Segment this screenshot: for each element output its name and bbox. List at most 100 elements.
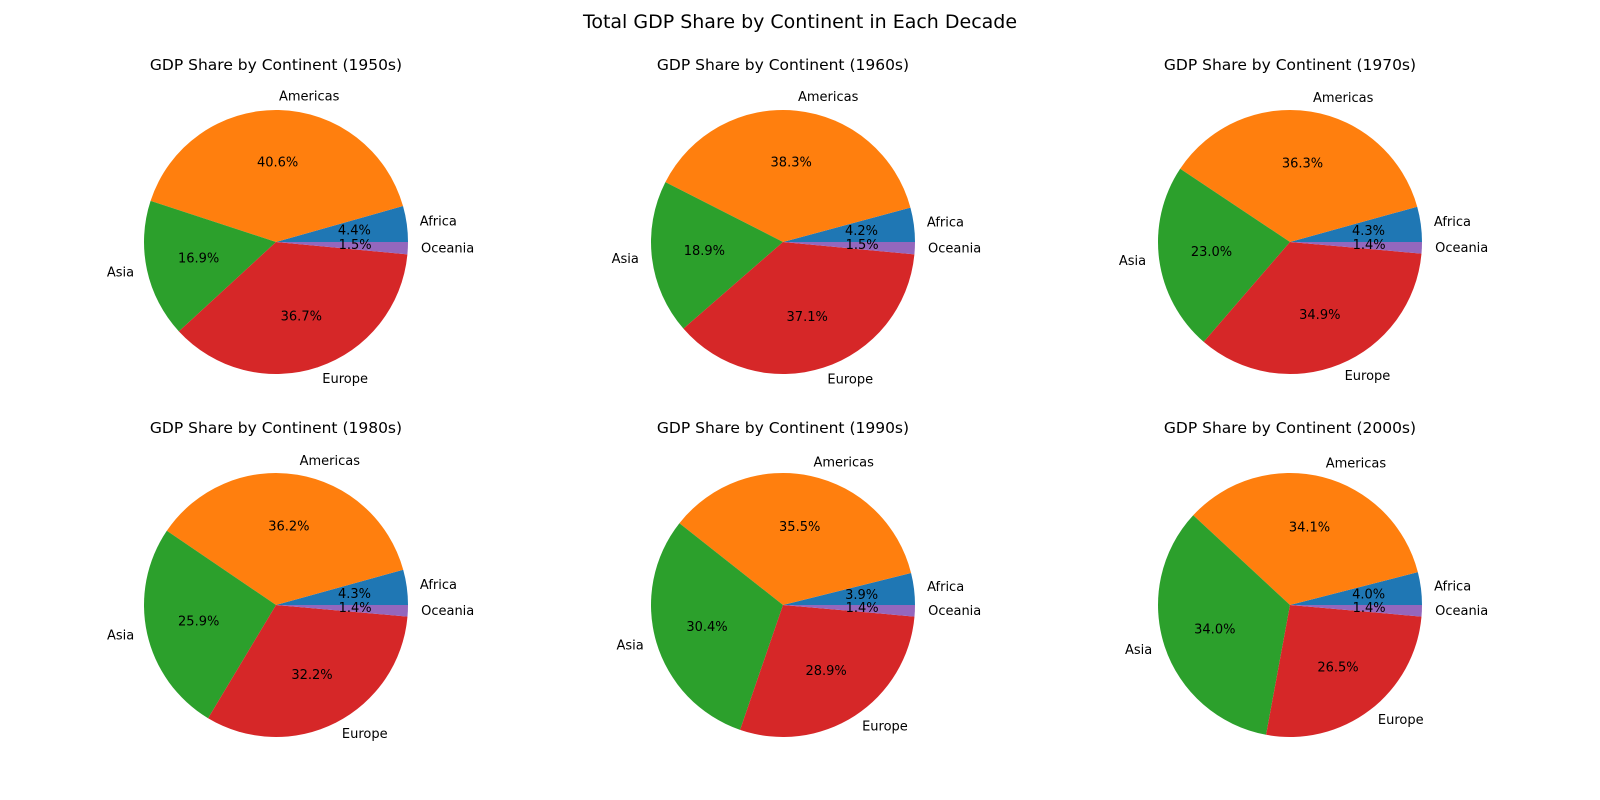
slice-category-label: Africa [420, 215, 457, 230]
slice-percent-label: 25.9% [178, 615, 219, 630]
slice-percent-label: 36.7% [281, 310, 322, 325]
slice-percent-label: 3.9% [845, 588, 878, 603]
slice-percent-label: 30.4% [686, 620, 727, 635]
pie-slice-asia [1158, 515, 1290, 735]
slice-category-label: Africa [1434, 215, 1471, 230]
pie-slice-asia [144, 530, 276, 719]
pie-slice-europe [740, 605, 915, 737]
slice-percent-label: 4.2% [845, 224, 878, 239]
slice-category-label: Americas [1326, 457, 1387, 472]
pie-slice-africa [1290, 572, 1422, 605]
slice-category-label: Oceania [1435, 604, 1488, 619]
slice-category-label: Oceania [928, 604, 981, 619]
pie-chart: GDP Share by Continent (1950s) 4.4% Africa… [107, 56, 474, 387]
slice-percent-label: 18.9% [684, 244, 725, 259]
pie-slice-asia [651, 523, 783, 730]
slice-percent-label: 38.3% [771, 156, 812, 171]
slice-percent-label: 37.1% [787, 310, 828, 325]
pie-chart: GDP Share by Continent (1990s) 3.9% Africa… [616, 419, 981, 737]
slice-category-label: Asia [612, 252, 639, 267]
slice-category-label: Africa [1434, 579, 1471, 594]
figure-title: Total GDP Share by Continent in Each Dec… [582, 11, 1018, 33]
pie-chart: GDP Share by Continent (1980s) 4.3% Africa… [107, 419, 474, 742]
slice-percent-label: 1.4% [1353, 238, 1386, 253]
slice-percent-label: 34.0% [1194, 622, 1235, 637]
slice-category-label: Europe [1378, 713, 1424, 728]
pie-slice-oceania [1290, 242, 1422, 254]
slice-category-label: Americas [1313, 91, 1374, 106]
pie-slice-asia [144, 200, 276, 332]
slice-category-label: Asia [107, 629, 134, 644]
pie-slice-americas [665, 110, 911, 243]
slice-category-label: Africa [927, 215, 964, 230]
pie-slice-africa [276, 569, 408, 605]
pie-slice-europe [683, 242, 915, 374]
slice-percent-label: 4.4% [338, 224, 371, 239]
slice-category-label: Asia [1125, 643, 1152, 658]
chart-title: GDP Share by Continent (1970s) [1164, 56, 1416, 74]
slice-percent-label: 1.4% [846, 601, 879, 616]
pie-slice-africa [1290, 206, 1422, 242]
slice-category-label: Europe [342, 727, 388, 742]
chart-title: GDP Share by Continent (1990s) [657, 419, 909, 437]
slice-category-label: Asia [107, 265, 134, 280]
slice-percent-label: 4.0% [1352, 588, 1385, 603]
pie-slice-americas [150, 110, 403, 242]
pie-chart: GDP Share by Continent (1970s) 4.3% Africa… [1119, 56, 1488, 384]
slice-percent-label: 1.4% [1353, 601, 1386, 616]
chart-title: GDP Share by Continent (1960s) [657, 56, 909, 74]
slice-category-label: Europe [322, 372, 368, 387]
slice-percent-label: 1.5% [339, 238, 372, 253]
pie-slice-americas [166, 473, 404, 605]
slice-percent-label: 26.5% [1317, 661, 1358, 676]
pie-slice-oceania [783, 605, 915, 617]
slice-percent-label: 35.5% [779, 520, 820, 535]
slice-category-label: Americas [798, 90, 859, 105]
slice-category-label: Americas [814, 456, 875, 471]
pie-slice-americas [1193, 473, 1418, 605]
slice-category-label: Americas [279, 89, 340, 104]
pie-slice-asia [1157, 168, 1290, 342]
slice-category-label: Europe [862, 719, 908, 734]
slice-category-label: Africa [927, 580, 964, 595]
slice-percent-label: 4.3% [1352, 224, 1385, 239]
slice-category-label: Oceania [421, 604, 474, 619]
slice-category-label: Asia [1119, 254, 1146, 269]
slice-category-label: Americas [300, 454, 361, 469]
slice-percent-label: 34.1% [1289, 521, 1330, 536]
pie-slice-africa [783, 573, 915, 605]
slice-category-label: Europe [1345, 369, 1391, 384]
slice-percent-label: 28.9% [805, 664, 846, 679]
slice-percent-label: 32.2% [291, 668, 332, 683]
pie-chart: GDP Share by Continent (1960s) 4.2% Africa… [612, 56, 982, 388]
pie-slice-oceania [783, 242, 915, 255]
pie-slice-europe [178, 242, 408, 375]
pie-slice-europe [1266, 605, 1422, 737]
chart-title: GDP Share by Continent (1950s) [150, 56, 402, 74]
slice-percent-label: 4.3% [338, 587, 371, 602]
pie-slice-americas [679, 473, 912, 605]
slice-percent-label: 36.3% [1282, 156, 1323, 171]
slice-percent-label: 16.9% [178, 251, 219, 266]
pie-slice-oceania [1290, 605, 1422, 617]
slice-category-label: Oceania [1435, 241, 1488, 256]
slice-category-label: Africa [420, 578, 457, 593]
slice-category-label: Asia [616, 638, 643, 653]
pie-slice-africa [783, 207, 915, 242]
pie-slice-europe [1203, 242, 1422, 375]
slice-category-label: Europe [827, 373, 873, 388]
pie-chart: GDP Share by Continent (2000s) 4.0% Africa… [1125, 419, 1488, 737]
pie-slice-asia [651, 182, 783, 329]
chart-title: GDP Share by Continent (2000s) [1164, 419, 1416, 437]
pie-slice-africa [276, 206, 408, 242]
slice-percent-label: 34.9% [1299, 308, 1340, 323]
slice-category-label: Oceania [928, 241, 981, 256]
slice-percent-label: 1.5% [846, 238, 879, 253]
slice-category-label: Oceania [421, 241, 474, 256]
pie-slice-americas [1180, 109, 1418, 242]
pie-slice-oceania [276, 605, 408, 617]
slice-percent-label: 36.2% [268, 519, 309, 534]
slice-percent-label: 1.4% [339, 601, 372, 616]
pie-slice-europe [208, 605, 408, 737]
